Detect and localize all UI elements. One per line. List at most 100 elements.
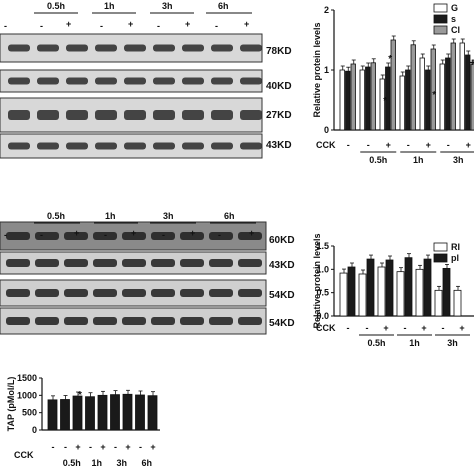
legend-label: Cl — [451, 25, 460, 35]
bar — [399, 75, 405, 131]
kd-label: 54KD — [269, 318, 295, 329]
significance-mark: + — [469, 58, 474, 69]
protein-band — [124, 44, 146, 52]
protein-band — [64, 259, 88, 267]
cck-mark: - — [404, 323, 407, 333]
legend-swatch — [433, 242, 448, 252]
protein-band — [240, 142, 262, 150]
protein-band — [64, 289, 88, 297]
protein-band — [8, 110, 30, 120]
cck-mark: + — [185, 19, 191, 29]
time-label: 6h — [224, 211, 235, 221]
time-label: 1h — [105, 211, 116, 221]
protein-band — [153, 44, 175, 52]
protein-band — [211, 110, 233, 120]
bar — [434, 289, 443, 317]
protein-band — [8, 44, 30, 52]
cck-mark: - — [4, 21, 7, 31]
bar — [404, 257, 413, 317]
protein-band — [6, 259, 30, 267]
bar — [390, 39, 396, 131]
significance-mark: * — [78, 390, 82, 401]
y-tick-label: 0.0 — [316, 311, 329, 321]
time-label: 3h — [453, 155, 464, 165]
time-label: 1h — [413, 155, 424, 165]
bar — [135, 394, 145, 431]
protein-band — [182, 44, 204, 52]
bar — [410, 44, 416, 131]
cck-mark: + — [386, 140, 391, 150]
bar — [379, 78, 385, 131]
time-label: 3h — [447, 338, 458, 348]
kd-label: 27KD — [266, 110, 292, 121]
kd-label: 54KD — [269, 290, 295, 301]
cck-mark: - — [162, 230, 165, 240]
protein-band — [238, 317, 262, 325]
protein-band — [151, 289, 175, 297]
cck-mark: - — [366, 323, 369, 333]
cck-mark: + — [421, 323, 426, 333]
bar — [470, 63, 474, 131]
cck-mark: - — [407, 140, 410, 150]
protein-band — [209, 232, 233, 240]
bar — [423, 258, 432, 317]
protein-band — [238, 289, 262, 297]
protein-band — [8, 77, 30, 85]
y-axis-title: TAP (pMol/L) — [6, 377, 16, 432]
protein-band — [93, 317, 117, 325]
protein-band — [37, 77, 59, 85]
bar — [385, 66, 391, 131]
protein-band — [95, 44, 117, 52]
y-axis-title: Relative protein levels — [312, 22, 322, 117]
protein-band — [153, 77, 175, 85]
time-label: 6h — [141, 458, 152, 468]
legend-label: pl — [451, 253, 459, 263]
y-tick-label: 1.5 — [316, 241, 329, 251]
protein-band — [35, 289, 59, 297]
bar — [396, 271, 405, 317]
y-tick-label: 0 — [324, 125, 329, 135]
protein-band — [153, 142, 175, 150]
cck-mark: - — [347, 323, 350, 333]
bar — [405, 69, 411, 131]
protein-band — [6, 232, 30, 240]
bar — [439, 63, 445, 131]
bar — [445, 57, 451, 131]
bar — [370, 62, 376, 131]
protein-band — [238, 232, 262, 240]
cck-mark: - — [4, 230, 7, 240]
y-tick-label: 1.0 — [316, 264, 329, 274]
cck-mark: + — [244, 19, 250, 29]
significance-mark: * — [383, 96, 387, 107]
protein-band — [37, 142, 59, 150]
bar — [366, 258, 375, 317]
bar — [97, 394, 108, 431]
protein-band — [95, 77, 117, 85]
y-tick-label: 0 — [32, 425, 37, 435]
bar — [147, 395, 158, 431]
legend-label: G — [451, 3, 458, 13]
time-label: 0.5h — [63, 458, 81, 468]
protein-band — [240, 110, 262, 120]
time-label: 0.5h — [369, 155, 387, 165]
protein-band — [238, 259, 262, 267]
y-tick-label: 500 — [22, 408, 37, 418]
protein-band — [95, 142, 117, 150]
protein-band — [8, 142, 30, 150]
bar — [350, 63, 356, 131]
bar — [347, 266, 356, 317]
protein-band — [180, 289, 204, 297]
bar — [450, 42, 456, 131]
protein-band — [180, 259, 204, 267]
y-tick-label: 1 — [324, 65, 329, 75]
cck-mark: - — [442, 323, 445, 333]
protein-band — [122, 232, 146, 240]
protein-band — [211, 44, 233, 52]
bar — [430, 48, 436, 131]
time-label: 1h — [409, 338, 420, 348]
kd-label: 43KD — [269, 260, 295, 271]
kd-label: 60KD — [269, 235, 295, 246]
cck-mark: - — [157, 21, 160, 31]
y-tick-label: 1500 — [17, 373, 37, 383]
